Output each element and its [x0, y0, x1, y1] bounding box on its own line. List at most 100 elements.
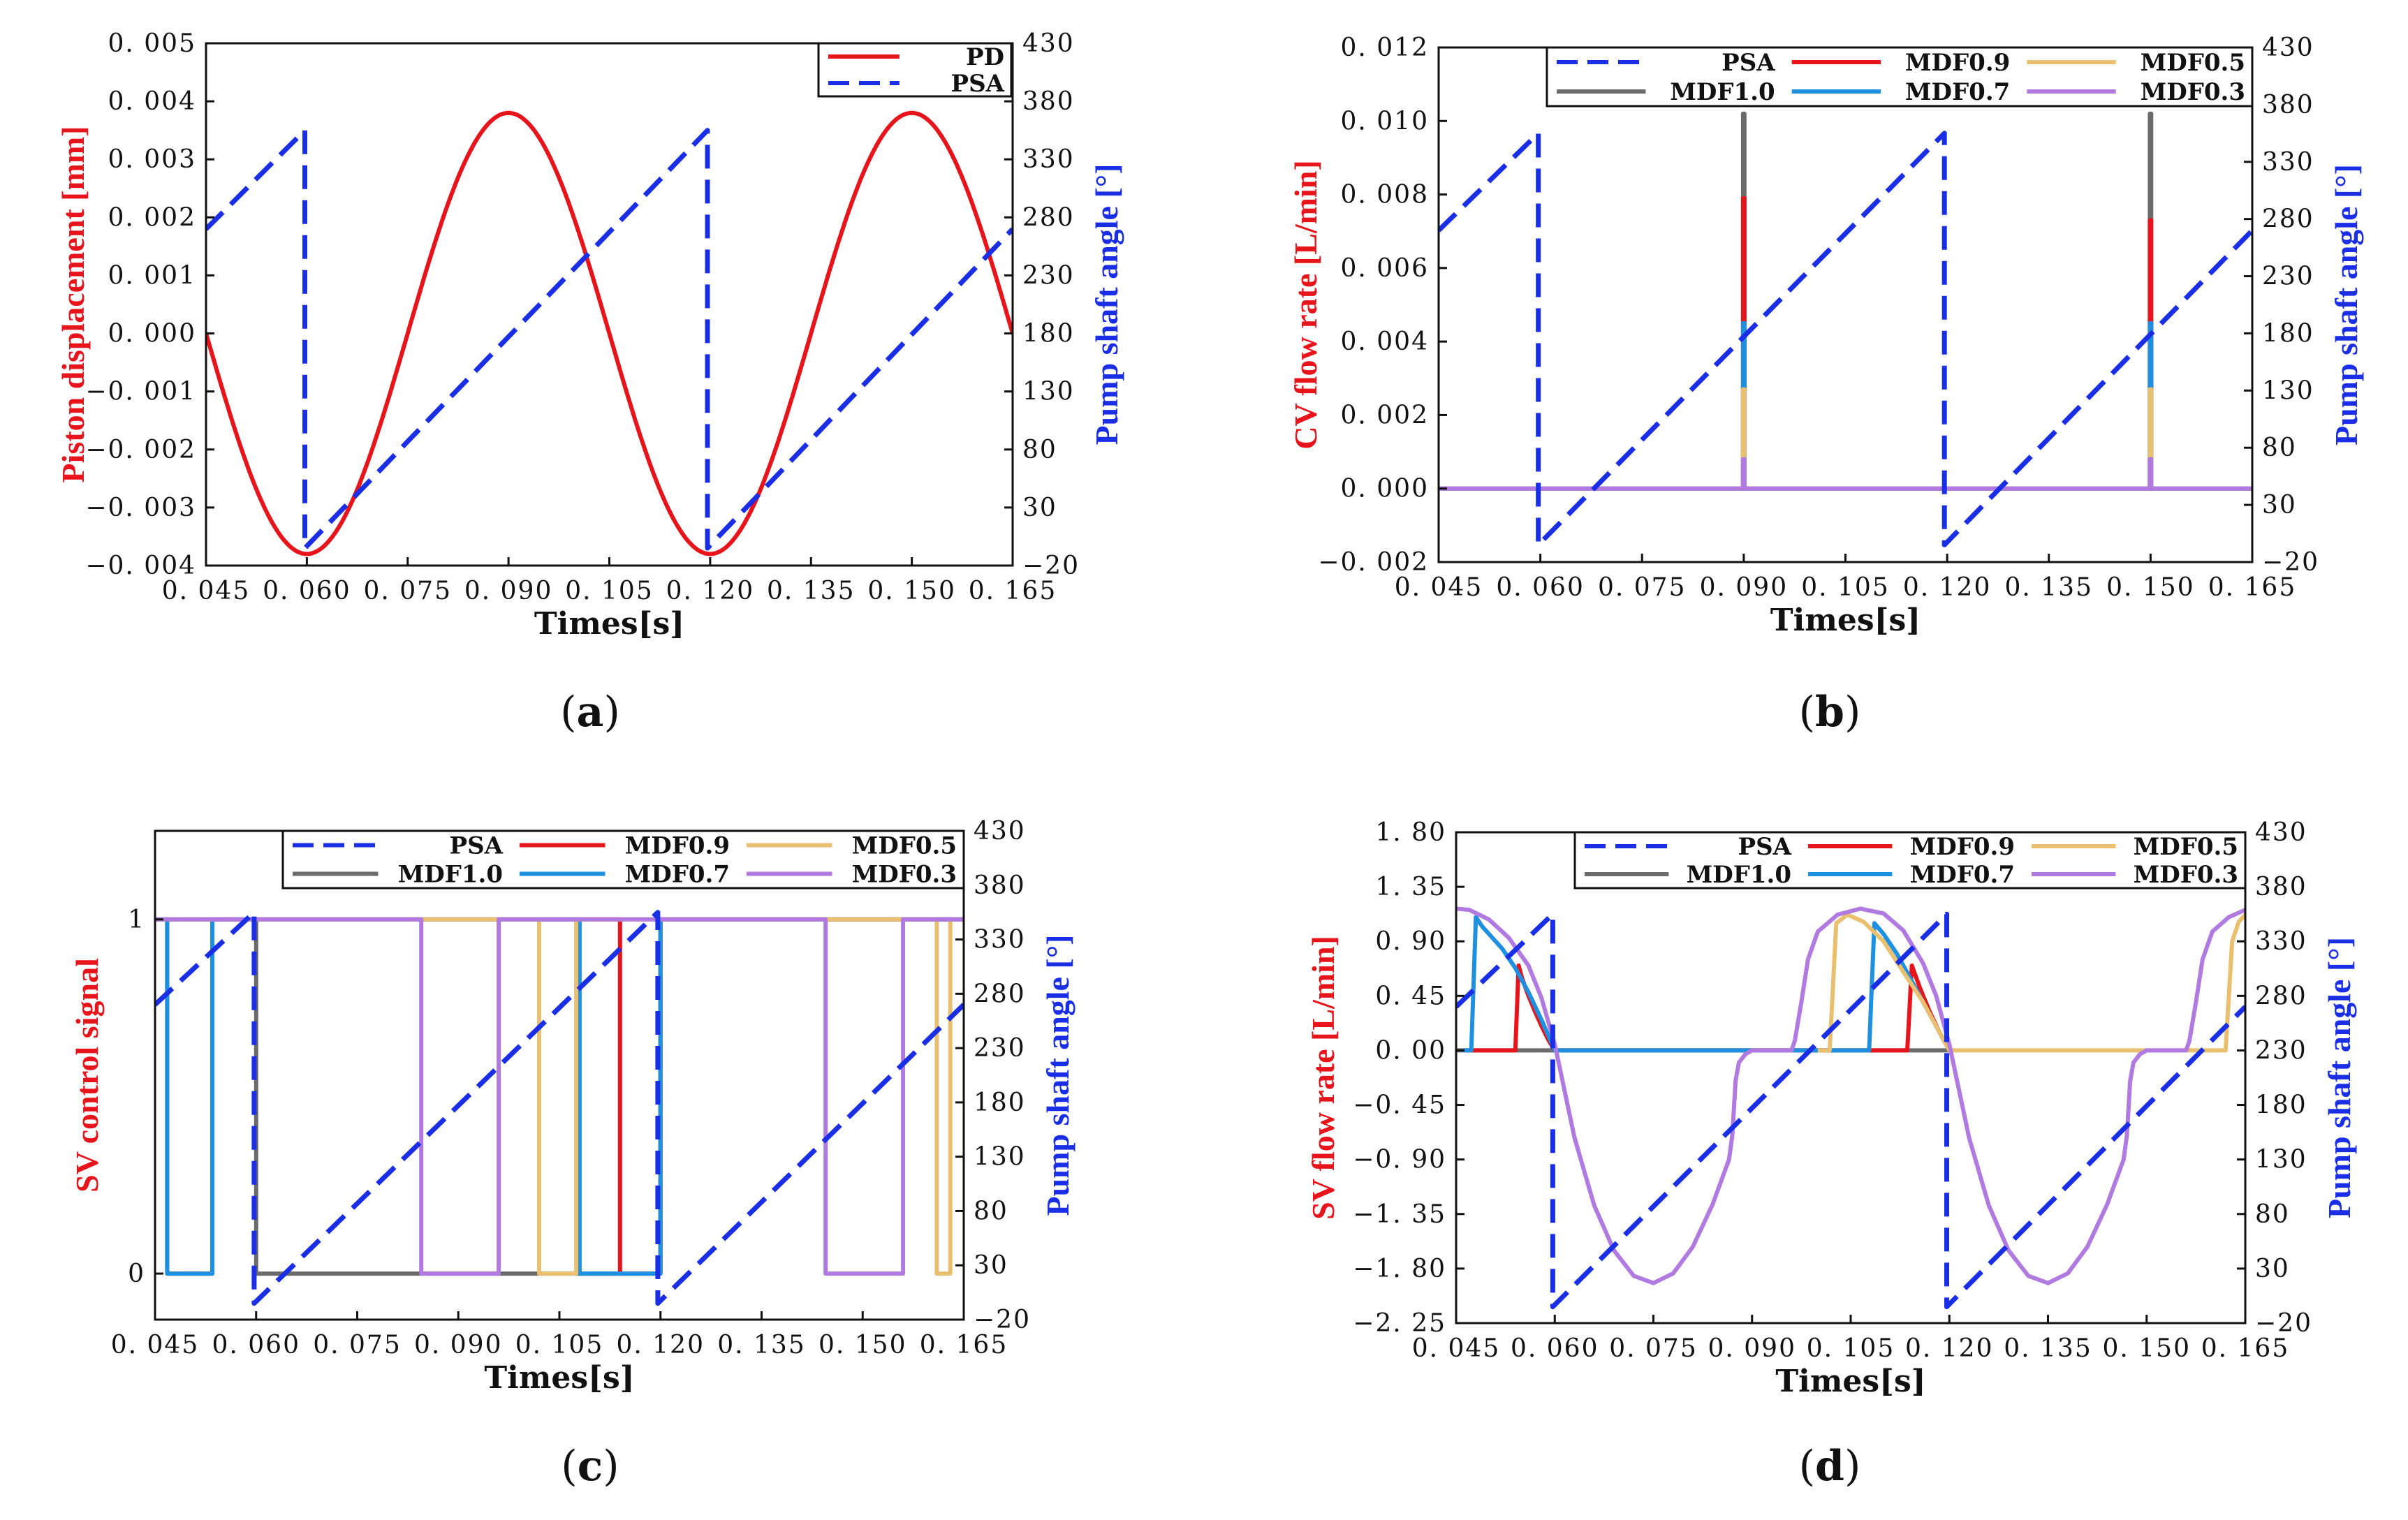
- series-group-c: [155, 910, 964, 1306]
- legend-b: PSA MDF0.9 MDF0.5 MDF1.0 MDF0.7 MDF0.3: [1546, 46, 2254, 108]
- panel-a: 0. 045 0. 060 0. 075 0. 090 0. 105 0. 120 0. 1…: [55, 29, 1124, 737]
- series-mdf1-0-c: [155, 917, 964, 1276]
- y-right-axis-title: Pump shaft angle [°]: [1089, 163, 1124, 445]
- y-left-tick-label: 0. 90: [1375, 927, 1446, 956]
- x-tick-label: 0. 075: [313, 1331, 402, 1359]
- y-left-tick-label: 0. 002: [108, 203, 196, 232]
- series-group-b: [1439, 111, 2252, 547]
- y-right-tick-label: 430: [974, 817, 1026, 846]
- x-tick-label: 0. 045: [162, 577, 251, 605]
- x-tick-label: 0. 045: [1412, 1334, 1501, 1363]
- panel-d: 0. 045 0. 060 0. 075 0. 090 0. 105 0. 120 0. 1…: [1305, 818, 2357, 1491]
- x-tick-label: 0. 090: [1708, 1334, 1796, 1363]
- x-tick-label: 0. 120: [616, 1331, 705, 1359]
- x-tick-label: 0. 165: [920, 1331, 1008, 1359]
- y-right-tick-label: −20: [974, 1306, 1031, 1334]
- y-right-tick-label: 30: [2262, 491, 2297, 519]
- x-tick-label: 0. 105: [1801, 573, 1890, 602]
- legend-label: MDF0.9: [1910, 833, 2015, 861]
- series-mdf1-0-b: [1439, 111, 2252, 491]
- y-right-tick-label: 80: [2255, 1200, 2290, 1229]
- y-right-tick-label: 330: [2262, 148, 2314, 177]
- x-tick-label: 0. 090: [1700, 573, 1789, 602]
- y-right-tick-label: 230: [1022, 261, 1075, 290]
- legend-label: PSA: [951, 70, 1005, 98]
- y-right-tick-label: 280: [2262, 205, 2314, 234]
- y-right-tick-label: 430: [2255, 818, 2307, 847]
- panel-caption-c: (c): [561, 1442, 619, 1491]
- y-left-tick-label: 0. 006: [1340, 254, 1429, 283]
- y-left-tick-label: −0. 002: [85, 436, 196, 464]
- panel-b: 0. 045 0. 060 0. 075 0. 090 0. 105 0. 120 0. 1…: [1288, 34, 2364, 737]
- x-tick-label: 0. 105: [565, 577, 654, 605]
- series-mdf0-3-b: [1439, 457, 2252, 491]
- x-tick-label: 0. 120: [1903, 573, 1992, 602]
- legend-label: MDF1.0: [398, 861, 503, 889]
- y-left-tick-label: −0. 90: [1353, 1146, 1446, 1174]
- y-left-tick-label: 0. 004: [108, 87, 196, 116]
- legend-label: MDF0.9: [625, 832, 730, 860]
- x-tick-label: 0. 105: [515, 1331, 604, 1359]
- x-tick-label: 0. 150: [2102, 1334, 2191, 1363]
- legend-box: [281, 829, 965, 890]
- x-tick-label: 0. 060: [263, 577, 351, 605]
- x-tick-label: 0. 135: [2004, 1334, 2092, 1363]
- series-group-d: [1456, 906, 2245, 1310]
- plot-frame-d: [1455, 831, 2247, 1325]
- y-right-tick-label: 30: [2255, 1255, 2290, 1283]
- legend-c: PSA MDF0.9 MDF0.5 MDF1.0 MDF0.7 MDF0.3: [281, 829, 965, 890]
- legend-label: MDF0.9: [1905, 49, 2010, 77]
- x-tick-label: 0. 090: [464, 577, 553, 605]
- y-right-tick-label: 30: [974, 1251, 1008, 1280]
- x-tick-label: 0. 165: [2208, 573, 2297, 602]
- y-right-tick-label: −20: [1022, 552, 1080, 580]
- legend-label: MDF0.5: [2134, 833, 2238, 861]
- x-axis-title: Times[s]: [484, 1360, 634, 1396]
- series-mdf0-7-b: [1439, 320, 2252, 491]
- legend-label: PSA: [1721, 49, 1775, 77]
- x-tick-label: 0. 060: [1496, 573, 1585, 602]
- x-tick-label: 0. 165: [2201, 1334, 2290, 1363]
- panel-caption-d: (d): [1799, 1442, 1861, 1491]
- panel-c: 0. 045 0. 060 0. 075 0. 090 0. 105 0. 120 0. 1…: [69, 817, 1075, 1491]
- legend-label: MDF1.0: [1687, 861, 1791, 889]
- y-right-tick-label: 330: [2255, 927, 2307, 956]
- y-right-tick-label: 130: [1022, 378, 1075, 406]
- y-right-tick-label: 130: [974, 1143, 1026, 1172]
- panel-caption-a: (a): [560, 688, 620, 737]
- y-right-tick-label: 330: [1022, 145, 1075, 174]
- legend-label: MDF1.0: [1670, 78, 1775, 106]
- legend-label: MDF0.3: [2141, 78, 2245, 106]
- legend-label: MDF0.5: [2141, 49, 2245, 77]
- y-left-tick-label: −0. 004: [85, 552, 196, 580]
- legend-label: MDF0.7: [1905, 78, 2010, 106]
- x-axis-title: Times[s]: [1775, 1364, 1925, 1399]
- series-psa-b: [1439, 131, 2252, 547]
- plot-frame-b: [1437, 46, 2254, 563]
- y-left-tick-label: 0. 012: [1340, 34, 1429, 62]
- series-pd-a: [206, 110, 1013, 556]
- y-left-tick-label: −1. 80: [1353, 1255, 1446, 1283]
- series-mdf0-9-c: [155, 917, 964, 1276]
- x-tick-label: 0. 060: [212, 1331, 300, 1359]
- y-right-tick-label: 280: [974, 980, 1026, 1008]
- series-psa-d: [1456, 911, 2245, 1310]
- series-mdf0-7-c: [155, 917, 964, 1276]
- x-tick-label: 0. 135: [717, 1331, 806, 1359]
- y-left-tick-label: 1. 80: [1375, 818, 1446, 847]
- series-mdf0-3-c: [155, 917, 964, 1276]
- x-tick-label: 0. 135: [767, 577, 856, 605]
- series-group-a: [206, 110, 1013, 556]
- y-left-tick-label: −0. 45: [1353, 1091, 1446, 1120]
- y-left-tick-label: 0. 008: [1340, 181, 1429, 209]
- plot-frame-c: [154, 829, 965, 1321]
- y-right-axis-title: Pump shaft angle [°]: [2328, 164, 2364, 445]
- y-left-tick-label: −1. 35: [1353, 1200, 1446, 1229]
- legend-d: PSA MDF0.9 MDF0.5 MDF1.0 MDF0.7 MDF0.3: [1573, 831, 2247, 890]
- panel-caption-b: (b): [1799, 688, 1861, 737]
- y-left-axis-title: CV flow rate [L/min]: [1288, 160, 1323, 449]
- series-mdf0-9-b: [1439, 195, 2252, 491]
- y-left-tick-label: −0. 002: [1318, 548, 1429, 577]
- series-mdf0-5-d: [1817, 913, 2245, 1053]
- x-tick-label: 0. 075: [1598, 573, 1687, 602]
